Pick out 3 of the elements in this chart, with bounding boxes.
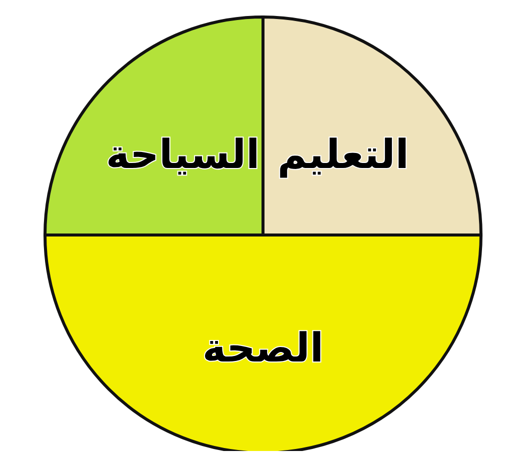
slice-label: السياحة — [106, 132, 260, 178]
slice-label: الصحة — [202, 325, 324, 372]
slice-label: التعليم — [277, 132, 409, 178]
